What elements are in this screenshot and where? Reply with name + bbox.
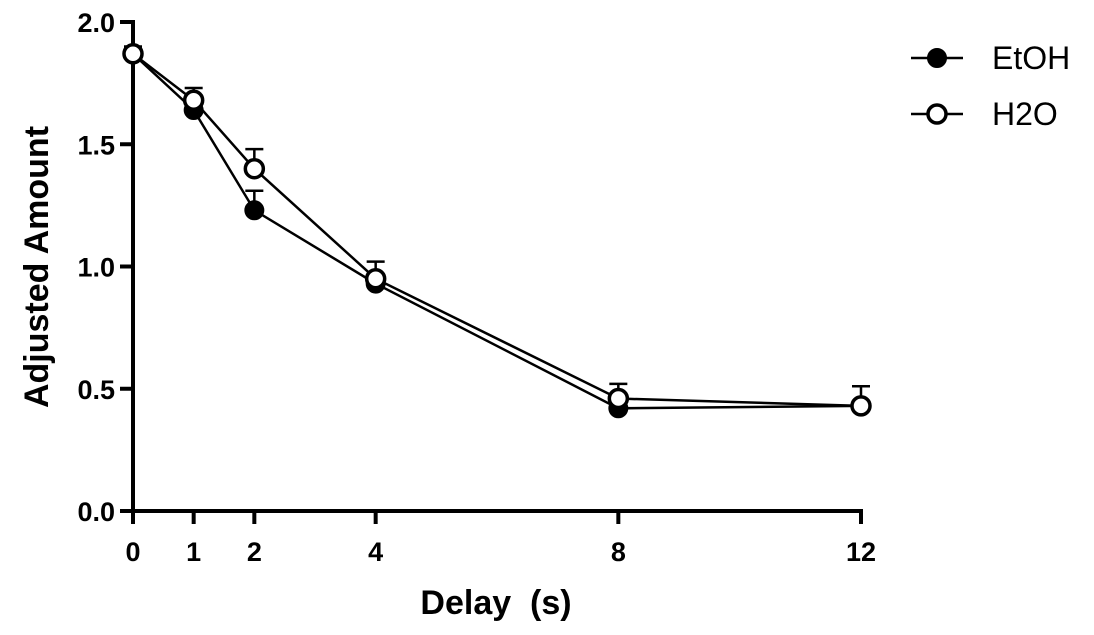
data-point-open bbox=[607, 387, 630, 410]
x-axis-title: Delay (s) bbox=[420, 584, 571, 622]
data-point-open bbox=[122, 43, 144, 65]
x-tick-label: 2 bbox=[247, 537, 262, 567]
y-tick-label: 1.0 bbox=[77, 253, 115, 283]
x-tick-label: 12 bbox=[846, 537, 876, 567]
data-point-filled bbox=[244, 200, 265, 221]
legend-label-etoh: EtOH bbox=[992, 40, 1070, 76]
y-tick-label: 1.5 bbox=[77, 130, 115, 160]
x-tick-label: 8 bbox=[611, 537, 626, 567]
y-tick-label: 0.0 bbox=[77, 497, 115, 527]
legend-label-h2o: H2O bbox=[992, 96, 1058, 132]
axes: 0.00.51.01.52.00 1 2 4 8 12 bbox=[77, 8, 876, 567]
data-point-open bbox=[364, 267, 387, 290]
data-point-open bbox=[850, 395, 872, 417]
series-line-etoh bbox=[132, 52, 862, 410]
x-tick-label: 0 bbox=[125, 537, 140, 567]
y-tick-label: 0.5 bbox=[77, 375, 115, 405]
legend: EtOH H2O bbox=[911, 40, 1070, 132]
series-line-h2o bbox=[132, 52, 862, 408]
series-group bbox=[122, 43, 872, 419]
series-etoh bbox=[123, 43, 871, 419]
y-tick-label: 2.0 bbox=[77, 8, 115, 38]
y-axis-title: Adjusted Amount bbox=[18, 126, 56, 408]
series-h2o bbox=[122, 43, 872, 417]
data-point-open bbox=[182, 89, 205, 111]
legend-marker-open bbox=[926, 103, 948, 125]
legend-marker-filled bbox=[927, 48, 947, 68]
data-point-open bbox=[243, 157, 266, 180]
x-tick-label: 1 bbox=[186, 537, 201, 567]
x-tick-label: 4 bbox=[368, 537, 383, 567]
